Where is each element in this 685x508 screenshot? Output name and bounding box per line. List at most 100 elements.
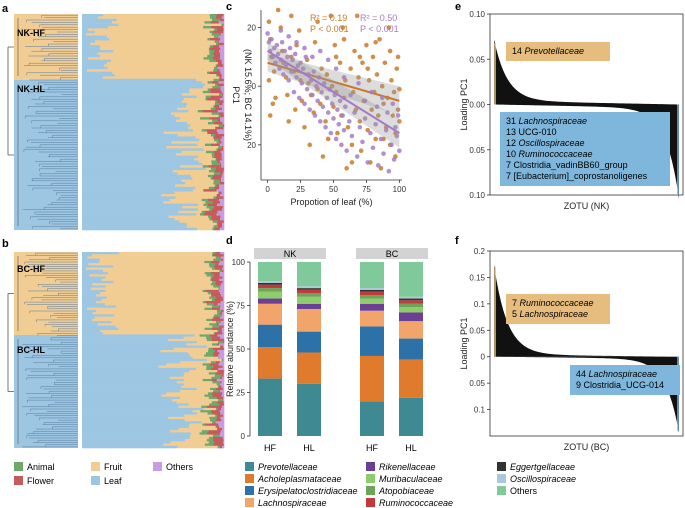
taxon-label: 7 Clostridia_vadinBB60_group: [506, 160, 628, 170]
diet-row: [82, 378, 225, 382]
diet-segment: [219, 260, 225, 264]
tree-branches: [17, 14, 78, 230]
family-legend-item: Erysipelatoclostridiaceae: [245, 486, 358, 496]
diet-segment: [207, 432, 221, 435]
diet-segment: [196, 213, 201, 216]
diet-segment: [82, 292, 101, 295]
taxon-name: UCG-010: [519, 127, 557, 137]
diet-segment: [223, 325, 225, 329]
diet-segment: [82, 354, 191, 357]
legend-swatch: [366, 486, 375, 495]
diet-segment: [194, 158, 216, 161]
diet-segment: [223, 298, 225, 302]
data-point: [329, 83, 335, 89]
data-point: [365, 127, 371, 133]
diet-segment: [179, 117, 201, 120]
data-point: [265, 31, 270, 36]
diet-segment: [221, 179, 225, 183]
diet-segment: [218, 354, 225, 357]
diet-segment: [82, 423, 190, 427]
bar-segment: [297, 352, 321, 384]
diet-segment: [213, 136, 215, 140]
data-point: [320, 154, 326, 159]
diet-row: [82, 439, 225, 442]
bar-segment: [258, 284, 282, 289]
panel-e-letter: e: [455, 1, 461, 13]
diet-segment: [207, 412, 213, 415]
data-point: [382, 60, 388, 66]
diet-segment: [203, 57, 214, 60]
diet-segment: [82, 222, 188, 226]
diet-segment: [82, 16, 99, 20]
diet-segment: [212, 394, 222, 398]
diet-row: [82, 338, 225, 342]
diet-segment: [82, 363, 167, 366]
diet-segment: [211, 367, 219, 371]
diet-segment: [82, 394, 162, 398]
diet-row: [82, 325, 225, 329]
diet-segment: [220, 381, 222, 384]
diet-segment: [212, 307, 221, 311]
diet-segment: [221, 258, 224, 262]
diet-segment: [223, 309, 225, 313]
diet-row: [82, 307, 225, 311]
diet-segment: [219, 425, 225, 429]
diet-segment: [220, 18, 225, 22]
fit-line: [267, 50, 400, 134]
data-point: [315, 98, 320, 104]
diet-row: [82, 347, 225, 351]
diet-segment: [200, 213, 204, 216]
diet-row: [82, 365, 225, 369]
diet-segment: [183, 98, 206, 101]
diet-segment: [206, 345, 221, 349]
diet-segment: [208, 372, 216, 375]
diet-segment: [222, 427, 225, 431]
diet-segment: [219, 312, 223, 315]
diet-segment: [221, 174, 225, 178]
data-point: [266, 78, 272, 83]
diet-segment: [216, 184, 220, 188]
diet-row: [82, 59, 225, 63]
data-point: [397, 86, 402, 92]
diet-segment: [220, 86, 225, 89]
diet-segment: [222, 206, 225, 209]
diet-row: [82, 407, 225, 411]
diet-segment: [82, 425, 190, 429]
diet-segment: [222, 332, 225, 335]
diet-row: [82, 26, 225, 29]
data-point: [336, 122, 342, 127]
x-tick-label: 25: [296, 185, 305, 194]
diet-segment: [192, 410, 201, 413]
diet-segment: [183, 383, 218, 386]
diet-segment: [207, 88, 211, 92]
diet-row: [82, 292, 225, 295]
diet-segment: [82, 265, 114, 268]
diet-segment: [178, 405, 202, 409]
diet-segment: [221, 23, 224, 27]
diet-segment: [195, 186, 210, 190]
diet-segment: [214, 170, 224, 173]
diet-segment: [204, 210, 218, 214]
data-point: [378, 165, 384, 171]
diet-row: [82, 383, 225, 386]
taxon-label: 31 Lachnospiraceae: [506, 116, 587, 126]
y-tick-label: 100: [232, 258, 246, 267]
data-point: [397, 119, 402, 124]
diet-segment: [219, 179, 222, 183]
diet-segment: [82, 358, 208, 362]
diet-segment: [213, 174, 223, 178]
diet-segment: [210, 21, 220, 24]
diet-segment: [219, 352, 225, 355]
family-legend-item: Rikenellaceae: [366, 462, 436, 472]
bar-segment: [258, 262, 282, 282]
diet-segment: [82, 213, 197, 216]
diet-segment: [214, 150, 221, 154]
diet-row: [82, 274, 225, 277]
diet-row: [82, 141, 225, 144]
diet-segment: [178, 427, 218, 431]
data-point: [287, 45, 293, 51]
tree-root: [7, 293, 14, 392]
diet-segment: [219, 345, 221, 349]
diet-segment: [210, 278, 212, 282]
diet-segment: [217, 119, 221, 123]
